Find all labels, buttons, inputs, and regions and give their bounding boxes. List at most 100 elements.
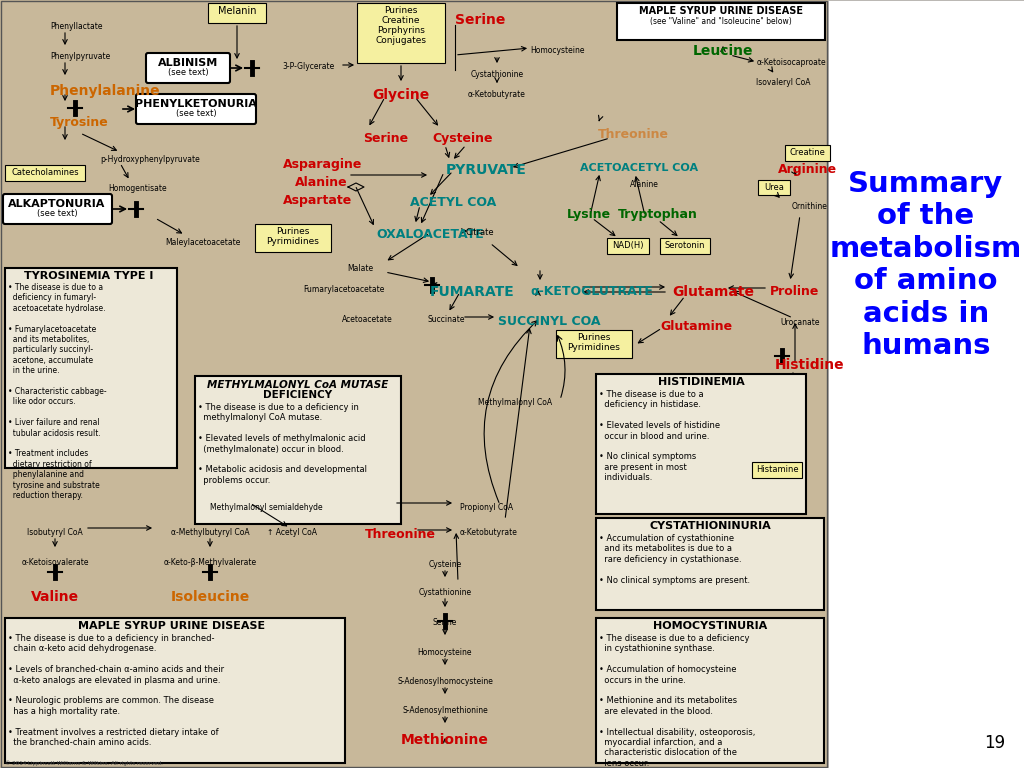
Text: Urea: Urea xyxy=(764,183,784,192)
Text: Alanine: Alanine xyxy=(630,180,658,189)
Text: Propionyl CoA: Propionyl CoA xyxy=(460,503,513,512)
Text: Purines: Purines xyxy=(578,333,610,342)
Text: METHYLMALONYL CoA MUTASE: METHYLMALONYL CoA MUTASE xyxy=(207,380,389,390)
Text: Pyrimidines: Pyrimidines xyxy=(266,237,319,246)
Text: © 2014 Lippincott Williams & Wilkins. All rights reserved.: © 2014 Lippincott Williams & Wilkins. Al… xyxy=(5,760,163,766)
Text: Urocanate: Urocanate xyxy=(780,318,819,327)
Text: CYSTATHIONINURIA: CYSTATHIONINURIA xyxy=(649,521,771,531)
Text: • Accumulation of cystathionine
  and its metabolites is due to a
  rare deficie: • Accumulation of cystathionine and its … xyxy=(599,534,751,584)
Text: Summary
of the
metabolism
of amino
acids in
humans: Summary of the metabolism of amino acids… xyxy=(829,170,1022,360)
Bar xyxy=(607,238,649,254)
Bar xyxy=(1,1,827,767)
Text: OXALOACETATE: OXALOACETATE xyxy=(376,228,483,241)
Bar xyxy=(5,618,345,763)
Text: Porphyrins: Porphyrins xyxy=(377,26,425,35)
Bar xyxy=(5,268,177,468)
Text: Cystathionine: Cystathionine xyxy=(470,70,523,79)
Text: Purines: Purines xyxy=(384,6,418,15)
Text: Maleylacetoacetate: Maleylacetoacetate xyxy=(165,238,241,247)
Text: TYROSINEMIA TYPE I: TYROSINEMIA TYPE I xyxy=(25,271,154,281)
Text: Tryptophan: Tryptophan xyxy=(618,208,698,221)
FancyBboxPatch shape xyxy=(146,53,230,83)
Text: MAPLE SYRUP URINE DISEASE: MAPLE SYRUP URINE DISEASE xyxy=(639,6,803,16)
Text: • The disease is due to a deficiency in branched-
  chain α-keto acid dehydrogen: • The disease is due to a deficiency in … xyxy=(8,634,224,747)
Text: Purines: Purines xyxy=(276,227,309,236)
Text: Valine: Valine xyxy=(31,590,79,604)
Bar xyxy=(596,618,824,763)
Text: α-Keto-β-Methylvalerate: α-Keto-β-Methylvalerate xyxy=(164,558,257,567)
Text: Isovaleryl CoA: Isovaleryl CoA xyxy=(756,78,810,87)
Bar xyxy=(255,224,331,252)
Text: Ornithine: Ornithine xyxy=(792,202,827,211)
Text: Fumarylacetoacetate: Fumarylacetoacetate xyxy=(303,285,384,294)
Text: Tyrosine: Tyrosine xyxy=(50,116,109,129)
Text: Threonine: Threonine xyxy=(365,528,436,541)
Text: MAPLE SYRUP URINE DISEASE: MAPLE SYRUP URINE DISEASE xyxy=(79,621,265,631)
Text: Creatine: Creatine xyxy=(790,148,825,157)
Text: 3-P-Glycerate: 3-P-Glycerate xyxy=(283,62,335,71)
Text: (see text): (see text) xyxy=(168,68,208,77)
Text: • The disease is due to a
  deficiency in fumaryl-
  acetoacetate hydrolase.

• : • The disease is due to a deficiency in … xyxy=(8,283,106,500)
FancyBboxPatch shape xyxy=(3,194,112,224)
Text: (see text): (see text) xyxy=(37,209,78,218)
Text: ACETYL COA: ACETYL COA xyxy=(410,196,497,209)
Text: (see text): (see text) xyxy=(176,109,216,118)
Text: Threonine: Threonine xyxy=(598,128,669,141)
Text: Serine: Serine xyxy=(433,618,457,627)
Bar xyxy=(5,165,85,181)
Bar xyxy=(752,462,802,478)
Bar xyxy=(596,518,824,610)
Text: Arginine: Arginine xyxy=(778,163,838,176)
Text: Isobutyryl CoA: Isobutyryl CoA xyxy=(27,528,83,537)
Text: Catecholamines: Catecholamines xyxy=(11,168,79,177)
Bar xyxy=(596,374,806,514)
Text: Serine: Serine xyxy=(362,132,409,145)
Text: Succinate: Succinate xyxy=(428,315,466,324)
Text: • The disease is due to a
  deficiency in histidase.

• Elevated levels of histi: • The disease is due to a deficiency in … xyxy=(599,390,720,482)
Text: α-Ketoisovalerate: α-Ketoisovalerate xyxy=(22,558,89,567)
Bar xyxy=(617,3,825,40)
Text: NAD(H): NAD(H) xyxy=(612,241,644,250)
Text: α-Ketobutyrate: α-Ketobutyrate xyxy=(460,528,518,537)
Text: Methylmalonyl CoA: Methylmalonyl CoA xyxy=(478,398,552,407)
Text: Methylmalonyl semialdehyde: Methylmalonyl semialdehyde xyxy=(210,503,323,512)
Text: HISTIDINEMIA: HISTIDINEMIA xyxy=(657,377,744,387)
Text: S-Adenosylmethionine: S-Adenosylmethionine xyxy=(402,706,487,715)
Text: Phenyllactate: Phenyllactate xyxy=(50,22,102,31)
Text: Asparagine: Asparagine xyxy=(283,158,362,171)
Text: Isoleucine: Isoleucine xyxy=(170,590,250,604)
Bar xyxy=(828,0,1024,768)
Text: Melanin: Melanin xyxy=(218,6,256,16)
Bar xyxy=(556,330,632,358)
Text: Alanine: Alanine xyxy=(295,176,347,189)
Text: Glutamate: Glutamate xyxy=(672,285,754,299)
Text: Acetoacetate: Acetoacetate xyxy=(342,315,393,324)
Text: 19: 19 xyxy=(984,734,1005,752)
Text: ACETOACETYL COA: ACETOACETYL COA xyxy=(580,163,698,173)
Text: α-Ketobutyrate: α-Ketobutyrate xyxy=(468,90,526,99)
Text: Glutamine: Glutamine xyxy=(660,320,732,333)
Text: S-Adenosylhomocysteine: S-Adenosylhomocysteine xyxy=(397,677,493,686)
Text: FUMARATE: FUMARATE xyxy=(430,285,515,299)
Text: p-Hydroxyphenylpyruvate: p-Hydroxyphenylpyruvate xyxy=(100,155,200,164)
Bar xyxy=(758,180,790,195)
Text: Leucine: Leucine xyxy=(693,44,754,58)
Text: Homocysteine: Homocysteine xyxy=(530,46,585,55)
Text: • The disease is due to a deficiency
  in cystathionine synthase.

• Accumulatio: • The disease is due to a deficiency in … xyxy=(599,634,756,768)
Text: Citrate: Citrate xyxy=(466,228,495,237)
Text: Methionine: Methionine xyxy=(401,733,488,747)
Text: Creatine: Creatine xyxy=(382,16,420,25)
Text: Phenylalanine: Phenylalanine xyxy=(50,84,161,98)
Text: Cysteine: Cysteine xyxy=(432,132,493,145)
Bar xyxy=(357,3,445,63)
Text: Cystathionine: Cystathionine xyxy=(419,588,472,597)
Text: Serine: Serine xyxy=(455,13,506,27)
Text: PYRUVATE: PYRUVATE xyxy=(446,163,527,177)
FancyBboxPatch shape xyxy=(136,94,256,124)
Text: ALKAPTONURIA: ALKAPTONURIA xyxy=(8,199,105,209)
Text: Malate: Malate xyxy=(347,264,373,273)
Text: Homocysteine: Homocysteine xyxy=(418,648,472,657)
Text: ↑ Acetyl CoA: ↑ Acetyl CoA xyxy=(267,528,317,537)
Bar xyxy=(208,3,266,23)
Text: Cysteine: Cysteine xyxy=(428,560,462,569)
